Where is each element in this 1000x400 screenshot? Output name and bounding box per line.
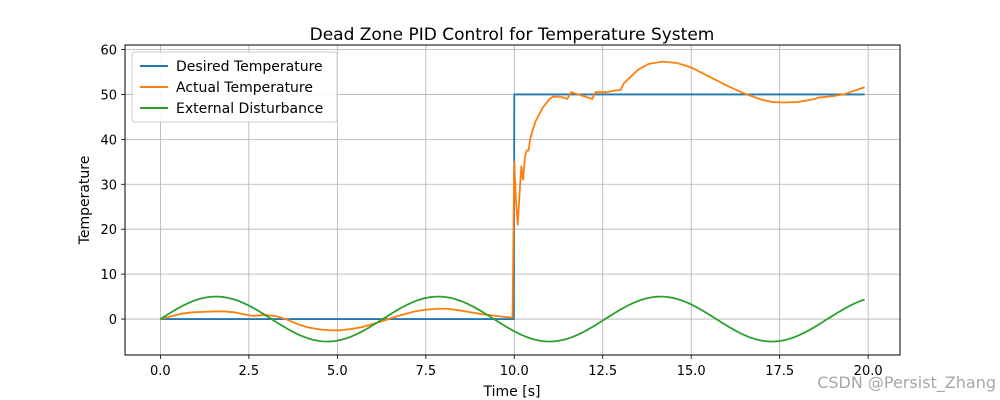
y-tick-label: 50 (100, 88, 117, 103)
legend: Desired Temperature Actual Temperature Ext… (131, 51, 338, 123)
y-tick-label: 60 (100, 43, 117, 58)
legend-label: Actual Temperature (176, 80, 313, 96)
axis-ticks: 0.0 2.5 5.0 7.5 10.0 12.5 15.0 17.5 20.0 0 10 20 30 4… (100, 43, 882, 379)
x-tick-label: 7.5 (415, 364, 436, 379)
x-tick-label: 20.0 (854, 364, 883, 379)
x-tick-label: 10.0 (500, 364, 529, 379)
x-axis-label: Time [s] (483, 384, 541, 400)
y-tick-label: 40 (100, 133, 117, 148)
series-line-external-disturbance (159, 295, 865, 343)
y-tick-label: 10 (100, 268, 117, 283)
plot-area-frame (124, 44, 901, 356)
series-line-actual-temperature (160, 60, 865, 332)
x-tick-label: 5.0 (327, 364, 348, 379)
chart-title: Dead Zone PID Control for Temperature Sy… (310, 25, 715, 45)
legend-label: Desired Temperature (176, 59, 323, 75)
x-tick-label: 12.5 (588, 364, 617, 379)
y-tick-label: 20 (100, 223, 117, 238)
y-tick-label: 30 (100, 178, 117, 193)
legend-label: External Disturbance (176, 101, 323, 117)
x-tick-label: 0.0 (150, 364, 171, 379)
y-axis-label: Temperature (77, 156, 93, 246)
legend-frame (131, 51, 338, 123)
watermark: CSDN @Persist_Zhang (817, 373, 996, 392)
x-tick-label: 15.0 (677, 364, 706, 379)
x-tick-label: 2.5 (239, 364, 260, 379)
series-layer (159, 60, 865, 343)
gridlines (125, 45, 900, 355)
y-tick-label: 0 (109, 313, 117, 328)
x-tick-label: 17.5 (765, 364, 794, 379)
